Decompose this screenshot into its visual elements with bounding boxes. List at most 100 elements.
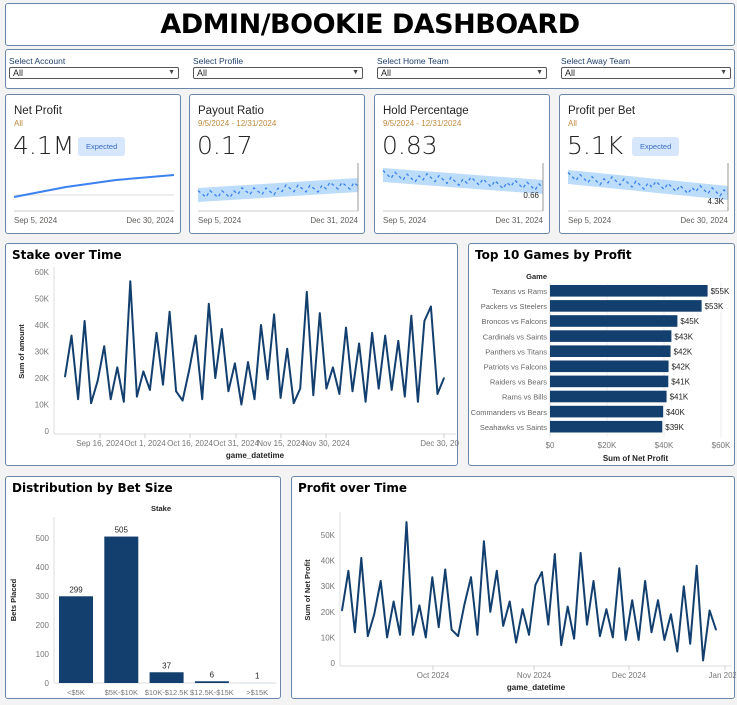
y-tick-label: 40K bbox=[321, 557, 336, 566]
data-label: 1 bbox=[255, 672, 260, 681]
y-tick-label: 30K bbox=[321, 582, 336, 591]
category-label: Panthers vs Titans bbox=[485, 347, 547, 356]
data-point bbox=[430, 305, 432, 308]
data-point bbox=[247, 361, 249, 363]
data-point bbox=[403, 395, 406, 398]
data-point bbox=[450, 628, 453, 631]
expected-badge: Expected bbox=[78, 137, 126, 156]
sparkline-band bbox=[198, 178, 358, 202]
data-point bbox=[457, 635, 459, 637]
x-tick-label: Sep 16, 2024 bbox=[76, 439, 124, 448]
bar bbox=[59, 596, 93, 683]
data-point bbox=[354, 631, 356, 634]
kpi-start-date: Sep 5, 2024 bbox=[198, 216, 242, 225]
filter-label: Select Away Team bbox=[561, 56, 631, 66]
data-point bbox=[489, 610, 492, 613]
data-point bbox=[129, 280, 132, 283]
kpi-end-date: Dec 31, 2024 bbox=[310, 216, 358, 225]
data-point bbox=[483, 540, 485, 543]
category-label: Commanders vs Bears bbox=[471, 408, 548, 417]
x-tick-label: $0 bbox=[546, 441, 555, 450]
kpi-sparkline bbox=[13, 174, 175, 212]
data-point bbox=[425, 636, 427, 639]
data-label: 6 bbox=[210, 670, 215, 679]
bar bbox=[104, 536, 139, 683]
y-tick-label: 0 bbox=[45, 427, 50, 436]
x-axis-title: game_datetime bbox=[507, 683, 566, 692]
data-point bbox=[260, 324, 262, 326]
data-point bbox=[227, 390, 230, 393]
kpi-card-payout-ratio[interactable]: Payout Ratio 9/5/2024 - 12/31/2024 0.17 … bbox=[189, 94, 365, 234]
kpi-sparkline: 4.3K bbox=[567, 163, 729, 212]
data-label: $39K bbox=[665, 423, 684, 432]
y-tick-label: 50K bbox=[35, 295, 50, 304]
select-value: All bbox=[197, 68, 208, 78]
account-filter: Select Account All ▼ bbox=[9, 56, 179, 79]
select-value: All bbox=[13, 68, 24, 78]
bar bbox=[550, 405, 664, 418]
data-label: $42K bbox=[674, 347, 693, 356]
data-point bbox=[194, 334, 197, 337]
data-point bbox=[444, 568, 446, 571]
home-team-select[interactable]: All ▼ bbox=[377, 67, 547, 79]
bar bbox=[550, 330, 672, 342]
series-line bbox=[341, 521, 717, 662]
data-point bbox=[410, 314, 413, 317]
x-axis-title: game_datetime bbox=[226, 451, 285, 460]
data-point bbox=[682, 585, 685, 587]
data-point bbox=[657, 599, 659, 602]
away-team-select[interactable]: All ▼ bbox=[561, 67, 731, 79]
data-label: $41K bbox=[670, 393, 689, 402]
kpi-card-profit-per-bet[interactable]: Profit per Bet All 5.1K Expected Sep 5, … bbox=[559, 94, 735, 234]
account-select[interactable]: All ▼ bbox=[9, 67, 179, 79]
x-tick-label: $40K bbox=[655, 441, 674, 450]
chart-title: Stake over Time bbox=[12, 248, 122, 262]
data-point bbox=[541, 571, 543, 573]
data-point bbox=[547, 623, 550, 626]
x-tick-label: <$5K bbox=[67, 688, 85, 697]
filter-label: Select Home Team bbox=[377, 56, 449, 66]
x-tick-label: >$15K bbox=[246, 688, 268, 697]
data-point bbox=[90, 402, 92, 404]
data-label: $53K bbox=[705, 302, 724, 311]
data-label: $42K bbox=[672, 363, 691, 372]
data-point bbox=[663, 639, 666, 641]
data-label: 505 bbox=[115, 526, 129, 535]
data-point bbox=[495, 569, 498, 572]
data-point bbox=[528, 634, 530, 636]
chevron-down-icon: ▼ bbox=[168, 69, 175, 76]
data-point bbox=[566, 605, 569, 608]
profile-filter: Select Profile All ▼ bbox=[193, 56, 363, 79]
category-label: Texans vs Rams bbox=[492, 287, 547, 296]
data-point bbox=[234, 362, 236, 365]
sparkline-band bbox=[568, 170, 728, 200]
bar bbox=[550, 390, 667, 403]
x-tick-label: Oct 1, 2024 bbox=[124, 439, 166, 448]
profit-line-chart: 0 10K 20K 30K 40K 50K Oct 2024 Nov 2024 Dec 2024… bbox=[303, 512, 737, 692]
bar bbox=[550, 420, 663, 433]
data-label: $43K bbox=[674, 332, 693, 341]
data-point bbox=[670, 613, 672, 616]
data-point bbox=[437, 626, 440, 628]
y-axis-title: Sum of amount bbox=[17, 324, 26, 379]
y-tick-label: 0 bbox=[45, 679, 50, 688]
profile-select[interactable]: All ▼ bbox=[193, 67, 363, 79]
data-point bbox=[502, 625, 505, 627]
data-point bbox=[364, 401, 367, 403]
data-point bbox=[560, 644, 563, 646]
kpi-subtitle: All bbox=[14, 119, 23, 128]
data-point bbox=[77, 398, 79, 400]
data-point bbox=[96, 379, 99, 382]
chevron-down-icon: ▼ bbox=[720, 69, 727, 76]
data-point bbox=[586, 623, 588, 626]
data-point bbox=[279, 397, 282, 399]
data-point bbox=[221, 328, 223, 330]
data-point bbox=[508, 600, 511, 603]
x-tick-label: $12.5K-$15K bbox=[190, 688, 234, 697]
kpi-card-net-profit[interactable]: Net Profit All 4.1M Expected Sep 5, 2024… bbox=[5, 94, 181, 234]
data-point bbox=[443, 377, 445, 379]
bet-size-bar-chart: Stake 0 100 200 300 400 500 Bets Placed 299 <$5K 5… bbox=[9, 504, 276, 697]
bet-size-panel: Distribution by Bet Size Stake 0 100 200 300… bbox=[5, 476, 281, 699]
kpi-card-hold-percentage[interactable]: Hold Percentage 9/5/2024 - 12/31/2024 0.… bbox=[374, 94, 550, 234]
bar bbox=[550, 375, 669, 388]
